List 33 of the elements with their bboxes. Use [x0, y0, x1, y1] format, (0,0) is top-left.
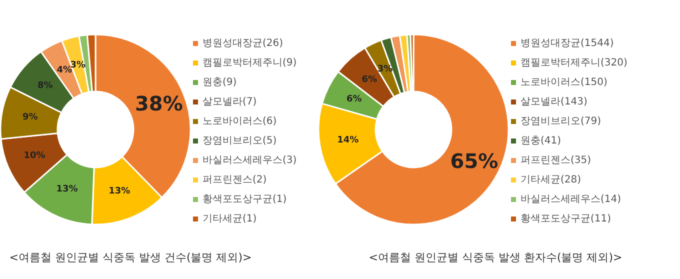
data-label: 9%: [22, 112, 38, 123]
data-label: 6%: [346, 94, 362, 105]
text: <여름철 원인균별 식중독 발생 건수(불명 제외)>: [9, 251, 252, 264]
text: <여름철 원인균별 식중독 발생 환자수(불명 제외)>: [368, 251, 622, 264]
data-label: 14%: [337, 135, 359, 146]
data-label: 38%: [135, 92, 183, 116]
legend-label: 기타세균(28): [520, 174, 582, 186]
legend-label: 병원성대장균(1544): [520, 38, 614, 49]
legend-label: 황색포도상구균(11): [520, 214, 612, 224]
legend-label: 원충(41): [520, 136, 562, 146]
legend-label: 바실러스세레우스(3): [202, 155, 297, 166]
legend-label: 노로바이러스(150): [520, 77, 608, 88]
legend-label: 황색포도상구균(1): [202, 194, 287, 205]
legend-label: 캠필로박터제주니(9): [202, 58, 297, 68]
data-label: 4%: [56, 66, 72, 76]
legend-label: 바실러스세레우스(14): [520, 194, 622, 205]
data-label: 13%: [56, 184, 78, 195]
legend-label: 기타세균(1): [202, 214, 257, 224]
legend-label: 캠필로박터제주니(320): [520, 58, 628, 68]
legend-label: 노로바이러스(6): [202, 116, 277, 127]
legend-label: 병원성대장균(26): [202, 38, 284, 49]
data-label: 6%: [362, 74, 377, 85]
data-label: 65%: [450, 149, 498, 174]
data-label: 8%: [37, 81, 53, 92]
legend-label: 장염비브리오(79): [520, 116, 602, 127]
legend-label: 원충(9): [202, 77, 237, 88]
legend-label: 퍼프린젠스(35): [520, 155, 592, 166]
legend-label: 장염비브리오(5): [202, 136, 277, 146]
legend-label: 살모넬라(143): [520, 96, 588, 108]
legend-label: 퍼프린젠스(2): [202, 174, 267, 186]
data-label: 13%: [108, 186, 130, 197]
data-label: 10%: [24, 151, 46, 162]
legend-label: 살모넬라(7): [202, 96, 257, 108]
